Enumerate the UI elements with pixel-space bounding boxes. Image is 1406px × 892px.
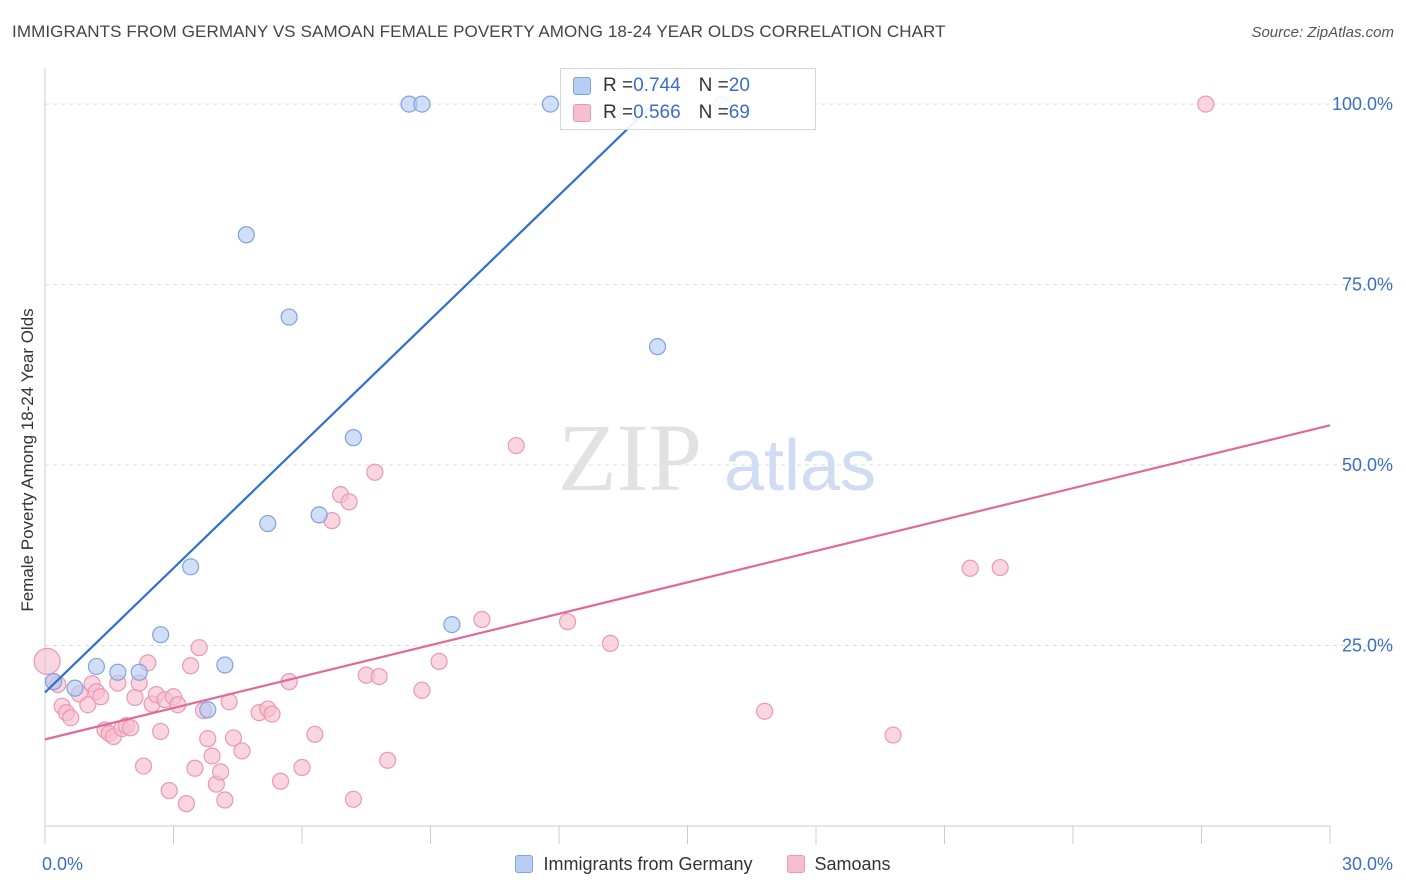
germany-point — [109, 663, 127, 681]
samoans-n-label: N = — [698, 102, 729, 123]
legend-germany-swatch — [515, 855, 534, 873]
germany-point — [443, 615, 461, 634]
germany-point — [310, 506, 328, 524]
germany-point — [87, 657, 106, 676]
grid — [45, 103, 1390, 647]
stats-row-germany: R = 0.744 N = 20 — [573, 73, 750, 99]
samoans-point — [755, 702, 774, 720]
x-tick-label-0: 0.0% — [42, 854, 83, 874]
samoans-point — [379, 751, 397, 769]
x-tick-label-1: 30.0% — [1342, 854, 1393, 874]
germany-points — [44, 95, 731, 719]
samoans-point — [79, 696, 97, 714]
germany-swatch — [573, 77, 591, 95]
samoans-point — [177, 795, 195, 813]
watermark-atlas: atlas — [724, 426, 876, 506]
samoans-point — [152, 722, 170, 741]
watermark: ZIP atlas — [558, 404, 876, 511]
germany-point — [237, 226, 255, 244]
samoans-point — [293, 758, 311, 777]
germany-point — [44, 673, 63, 691]
germany-point — [216, 656, 234, 674]
samoans-point — [212, 763, 230, 781]
legend-samoans-label: Samoans — [814, 853, 891, 874]
y-tick-label-2: 75.0% — [1342, 275, 1393, 295]
samoans-point — [430, 652, 448, 671]
samoans-point — [473, 610, 491, 629]
tick-labels: 25.0% 50.0% 75.0% 100.0% 0.0% 30.0% — [42, 94, 1393, 874]
germany-point — [199, 701, 217, 719]
samoans-trend-line — [44, 424, 1331, 741]
samoans-point — [203, 747, 221, 765]
samoans-point — [340, 493, 358, 511]
samoans-point — [160, 782, 178, 800]
legend: Immigrants from Germany Samoans — [0, 851, 1406, 877]
y-axis-label-container: Female Poverty Among 18-24 Year Olds — [16, 280, 40, 640]
legend-samoans-swatch — [786, 855, 805, 873]
samoans-point — [884, 726, 902, 744]
germany-trend-line — [44, 103, 654, 694]
germany-n-label: N = — [698, 75, 729, 96]
samoans-point — [991, 558, 1009, 577]
source-credit: Source: ZipAtlas.com — [1251, 24, 1394, 41]
legend-item-samoans[interactable]: Samoans — [786, 853, 891, 875]
watermark-zip: ZIP — [558, 404, 702, 511]
samoans-point — [33, 647, 61, 676]
germany-point — [182, 558, 200, 576]
samoans-point — [233, 742, 251, 760]
samoans-r-value: 0.566 — [633, 102, 681, 123]
samoans-point — [271, 772, 290, 790]
samoans-point — [122, 719, 140, 737]
samoans-point — [134, 757, 153, 775]
axes — [44, 68, 1331, 844]
chart-title: IMMIGRANTS FROM GERMANY VS SAMOAN FEMALE… — [12, 22, 946, 41]
samoans-point — [413, 681, 431, 699]
samoans-point — [186, 759, 204, 777]
samoans-point — [92, 688, 110, 706]
samoans-point — [62, 709, 80, 727]
correlation-stats-box: R = 0.744 N = 20 R = 0.566 N = 69 — [560, 68, 816, 130]
germany-point — [541, 95, 560, 113]
trend-lines — [44, 103, 1331, 741]
germany-point — [66, 679, 84, 697]
germany-r-value: 0.744 — [633, 75, 681, 96]
legend-germany-label: Immigrants from Germany — [543, 853, 753, 874]
samoans-point — [370, 667, 388, 686]
samoans-point — [558, 613, 577, 631]
samoans-swatch — [573, 104, 591, 122]
samoans-point — [961, 559, 979, 577]
germany-point — [413, 95, 431, 113]
samoans-point — [344, 790, 362, 808]
germany-point — [259, 514, 277, 533]
samoans-point — [126, 688, 144, 707]
samoans-point — [216, 791, 234, 809]
germany-point — [344, 429, 362, 447]
samoans-point — [1197, 95, 1215, 113]
samoans-point — [306, 725, 324, 743]
stats-row-samoans: R = 0.566 N = 69 — [573, 100, 750, 126]
y-tick-label-3: 100.0% — [1332, 94, 1393, 114]
samoans-point — [190, 639, 208, 657]
samoans-point — [366, 463, 384, 481]
germany-point — [648, 338, 667, 356]
samoans-point — [199, 730, 217, 748]
y-axis-label: Female Poverty Among 18-24 Year Olds — [18, 308, 37, 612]
samoans-n-value: 69 — [728, 102, 750, 123]
samoans-point — [224, 729, 243, 747]
germany-n-value: 20 — [728, 75, 750, 96]
samoans-r-label: R = — [603, 102, 634, 123]
samoans-point — [507, 436, 525, 455]
legend-item-germany[interactable]: Immigrants from Germany — [515, 853, 753, 875]
samoans-point — [263, 705, 281, 723]
samoans-point — [182, 657, 200, 675]
y-tick-label-1: 50.0% — [1342, 455, 1393, 475]
germany-point — [280, 308, 298, 326]
germany-point — [130, 663, 148, 681]
germany-point — [152, 626, 170, 644]
germany-r-label: R = — [603, 75, 634, 96]
y-tick-label-0: 25.0% — [1342, 636, 1393, 656]
samoans-point — [601, 634, 620, 652]
